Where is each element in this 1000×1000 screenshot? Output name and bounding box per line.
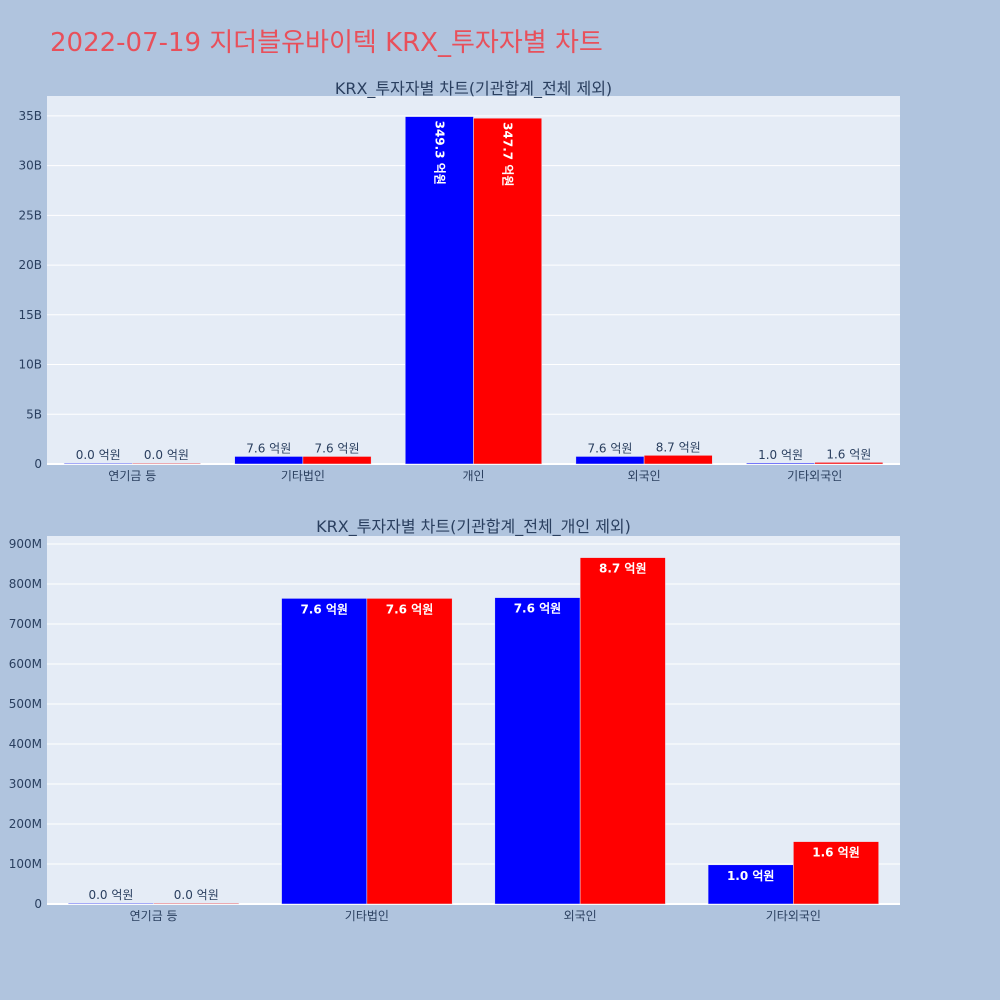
bar	[63, 462, 133, 465]
bar	[234, 456, 304, 465]
bar	[153, 902, 240, 905]
data-label: 0.0 억원	[76, 448, 121, 462]
data-label: 7.6 억원	[300, 602, 348, 616]
bar	[302, 456, 372, 465]
bar	[746, 462, 815, 465]
data-label: 1.6 억원	[812, 846, 860, 860]
x-tick-label: 기타외국인	[766, 909, 821, 923]
x-tick-label: 기타법인	[345, 909, 389, 923]
y-tick-label: 0	[34, 897, 42, 911]
y-tick-label: 400M	[9, 737, 42, 751]
x-tick-label: 개인	[462, 469, 484, 483]
data-label: 7.6 억원	[315, 441, 360, 455]
data-label: 7.6 억원	[386, 602, 434, 616]
y-tick-label: 800M	[9, 577, 42, 591]
x-tick-label: 외국인	[564, 909, 597, 923]
page-title: 2022-07-19 지더블유바이텍 KRX_투자자별 차트	[50, 28, 603, 58]
y-tick-label: 300M	[9, 777, 42, 791]
data-label: 1.0 억원	[727, 869, 775, 883]
y-tick-label: 900M	[9, 537, 42, 551]
y-tick-label: 0	[34, 457, 42, 471]
data-label: 347.7 억원	[501, 122, 515, 186]
data-label: 8.7 억원	[656, 440, 701, 454]
plot-area	[47, 536, 900, 904]
y-tick-label: 30B	[18, 159, 42, 173]
data-label: 349.3 억원	[432, 121, 446, 185]
data-label: 8.7 억원	[599, 562, 647, 576]
chart-title: KRX_투자자별 차트(기관합계_전체 제외)	[335, 79, 612, 99]
x-tick-label: 외국인	[628, 469, 661, 483]
y-tick-label: 25B	[18, 208, 42, 222]
x-tick-label: 연기금 등	[130, 909, 178, 923]
data-label: 7.6 억원	[587, 441, 632, 455]
bar	[575, 456, 645, 465]
chart-bottom: KRX_투자자별 차트(기관합계_전체_개인 제외) 0 100M 200M 300M 4…	[9, 517, 900, 923]
data-label: 1.6 억원	[826, 447, 871, 461]
data-label: 7.6 억원	[514, 602, 562, 616]
bar	[814, 462, 884, 465]
bar	[473, 117, 542, 465]
chart-top: KRX_투자자별 차트(기관합계_전체 제외) 0 5B 10B 15B 20B 25B 30…	[18, 79, 900, 483]
chart-title: KRX_투자자별 차트(기관합계_전체_개인 제외)	[316, 517, 631, 537]
y-tick-label: 500M	[9, 697, 42, 711]
data-label: 1.0 억원	[758, 448, 803, 462]
y-tick-label: 10B	[18, 358, 42, 372]
y-tick-label: 700M	[9, 617, 42, 631]
y-tick-label: 15B	[18, 308, 42, 322]
bar	[366, 598, 453, 905]
data-label: 0.0 억원	[144, 448, 189, 462]
x-tick-label: 기타외국인	[787, 469, 842, 483]
bar	[643, 455, 713, 465]
data-label: 7.6 억원	[246, 441, 291, 455]
x-tick-label: 기타법인	[281, 469, 325, 483]
y-tick-label: 100M	[9, 857, 42, 871]
y-tick-label: 600M	[9, 657, 42, 671]
bar	[494, 597, 581, 905]
y-tick-label: 35B	[18, 109, 42, 123]
bar	[405, 116, 474, 465]
bar	[68, 902, 154, 905]
bar	[793, 841, 879, 905]
y-tick-label: 200M	[9, 817, 42, 831]
bar	[579, 557, 666, 905]
bar	[132, 462, 201, 465]
bar	[281, 598, 368, 905]
x-tick-label: 연기금 등	[108, 469, 156, 483]
bar	[707, 864, 794, 905]
data-label: 0.0 억원	[174, 888, 219, 902]
y-tick-label: 20B	[18, 258, 42, 272]
y-tick-label: 5B	[26, 407, 42, 421]
data-label: 0.0 억원	[88, 888, 133, 902]
